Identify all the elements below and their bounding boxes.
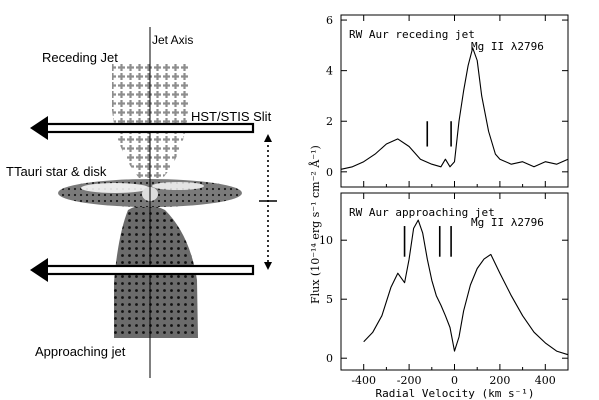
- panel-title: RW Aur receding jet: [349, 28, 475, 41]
- y-tick-label: 5: [326, 293, 333, 306]
- disk-white-patch-left: [81, 183, 149, 193]
- y-tick-label: 0: [326, 166, 333, 179]
- x-tick-label: 200: [489, 374, 510, 387]
- jet-axis-label: Jet Axis: [152, 33, 193, 47]
- y-tick-label: 0: [326, 352, 333, 365]
- x-tick-label: 0: [451, 374, 458, 387]
- spectrum-line: [340, 47, 569, 170]
- disk-white-patch-right: [152, 182, 204, 190]
- slit-arrow-top: [30, 116, 255, 140]
- shared-y-axis-label: Flux (10⁻¹⁴ erg s⁻¹ cm⁻² Å⁻¹): [308, 145, 322, 304]
- slit-label: HST/STIS Slit: [191, 109, 272, 124]
- slit-arrow-bottom: [30, 258, 255, 282]
- y-tick-label: 10: [319, 234, 333, 247]
- slit-separation-indicator: [259, 134, 277, 270]
- jet-schematic: Jet Axis Receding Jet HST/STIS Slit TTau…: [6, 27, 277, 378]
- approaching-jet-label: Approaching jet: [35, 344, 126, 359]
- panel-title: RW Aur approaching jet: [349, 206, 495, 219]
- y-tick-label: 2: [326, 115, 333, 128]
- shared-x-axis-label: Radial Velocity (km s⁻¹): [376, 387, 535, 400]
- star-disk-label: TTauri star & disk: [6, 164, 107, 179]
- x-tick-label: -400: [351, 374, 376, 387]
- line-label: Mg II λ2796: [471, 216, 544, 229]
- line-label: Mg II λ2796: [471, 40, 544, 53]
- receding-jet-label: Receding Jet: [42, 50, 118, 65]
- x-tick-label: -200: [397, 374, 422, 387]
- y-tick-label: 4: [326, 65, 333, 78]
- approaching-jet-spectrum: 0 5 10 -400 -200 0 200 400 RW Aur approaching je…: [319, 192, 569, 387]
- x-tick-label: 400: [535, 374, 556, 387]
- spectrum-line: [363, 219, 569, 356]
- y-tick-label: 6: [326, 14, 333, 27]
